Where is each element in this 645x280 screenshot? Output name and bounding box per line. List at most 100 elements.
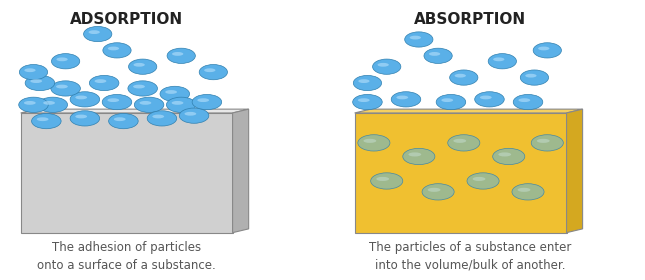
Ellipse shape	[43, 101, 55, 105]
Ellipse shape	[38, 97, 68, 112]
Ellipse shape	[453, 139, 466, 143]
Ellipse shape	[392, 92, 421, 107]
Ellipse shape	[172, 101, 183, 105]
Ellipse shape	[70, 92, 99, 107]
Ellipse shape	[467, 173, 499, 189]
Ellipse shape	[134, 97, 164, 112]
Ellipse shape	[422, 184, 454, 200]
Ellipse shape	[19, 97, 48, 112]
Ellipse shape	[424, 48, 452, 64]
Text: ADSORPTION: ADSORPTION	[70, 12, 183, 27]
Ellipse shape	[358, 79, 370, 83]
Ellipse shape	[404, 32, 433, 47]
Ellipse shape	[533, 43, 561, 58]
Ellipse shape	[397, 95, 408, 99]
Ellipse shape	[537, 139, 550, 143]
Ellipse shape	[95, 79, 106, 83]
Ellipse shape	[147, 111, 177, 126]
Ellipse shape	[128, 81, 157, 96]
Ellipse shape	[102, 94, 132, 110]
Ellipse shape	[114, 117, 126, 121]
Ellipse shape	[499, 152, 511, 157]
Ellipse shape	[134, 63, 144, 67]
Ellipse shape	[353, 75, 382, 91]
Ellipse shape	[473, 177, 486, 181]
Ellipse shape	[377, 63, 389, 67]
Ellipse shape	[408, 152, 421, 157]
Ellipse shape	[363, 139, 376, 143]
Ellipse shape	[167, 48, 195, 64]
Ellipse shape	[450, 70, 478, 85]
Ellipse shape	[84, 26, 112, 42]
Polygon shape	[355, 113, 566, 233]
Ellipse shape	[56, 85, 68, 88]
Ellipse shape	[19, 64, 48, 80]
Text: The adhesion of particles
onto a surface of a substance.: The adhesion of particles onto a surface…	[37, 241, 216, 272]
Ellipse shape	[371, 173, 402, 189]
Text: ABSORPTION: ABSORPTION	[414, 12, 526, 27]
Ellipse shape	[376, 177, 389, 181]
Ellipse shape	[107, 98, 119, 102]
Polygon shape	[21, 109, 248, 113]
Ellipse shape	[75, 95, 87, 99]
Ellipse shape	[538, 46, 550, 50]
Ellipse shape	[525, 74, 537, 78]
Ellipse shape	[436, 94, 466, 110]
Ellipse shape	[103, 43, 131, 58]
Ellipse shape	[108, 46, 119, 50]
Ellipse shape	[358, 98, 370, 102]
Ellipse shape	[25, 75, 55, 91]
Ellipse shape	[455, 74, 466, 78]
Polygon shape	[233, 109, 248, 233]
Ellipse shape	[90, 75, 119, 91]
Polygon shape	[566, 109, 582, 233]
Ellipse shape	[410, 36, 421, 39]
Ellipse shape	[32, 113, 61, 129]
Ellipse shape	[197, 98, 209, 102]
Polygon shape	[355, 109, 582, 113]
Ellipse shape	[184, 112, 196, 116]
Ellipse shape	[75, 115, 87, 118]
Ellipse shape	[513, 94, 543, 110]
Ellipse shape	[30, 79, 42, 83]
Ellipse shape	[475, 92, 504, 107]
Ellipse shape	[152, 115, 164, 118]
Ellipse shape	[70, 111, 99, 126]
Ellipse shape	[88, 30, 100, 34]
Ellipse shape	[519, 98, 530, 102]
Ellipse shape	[480, 95, 491, 99]
Ellipse shape	[192, 94, 222, 110]
Text: The particles of a substance enter
into the volume/bulk of another.: The particles of a substance enter into …	[369, 241, 571, 272]
Ellipse shape	[488, 54, 517, 69]
Ellipse shape	[429, 52, 441, 56]
Ellipse shape	[521, 70, 548, 85]
Polygon shape	[21, 113, 233, 233]
Ellipse shape	[108, 113, 138, 129]
Ellipse shape	[358, 135, 390, 151]
Ellipse shape	[441, 98, 453, 102]
Ellipse shape	[133, 85, 145, 88]
Ellipse shape	[353, 94, 382, 110]
Ellipse shape	[512, 184, 544, 200]
Ellipse shape	[24, 101, 35, 105]
Ellipse shape	[531, 135, 563, 151]
Ellipse shape	[51, 81, 81, 96]
Ellipse shape	[402, 148, 435, 165]
Ellipse shape	[52, 54, 80, 69]
Ellipse shape	[493, 148, 525, 165]
Ellipse shape	[373, 59, 401, 74]
Ellipse shape	[428, 188, 441, 192]
Ellipse shape	[179, 108, 209, 123]
Ellipse shape	[448, 135, 480, 151]
Ellipse shape	[517, 188, 530, 192]
Ellipse shape	[199, 64, 228, 80]
Ellipse shape	[160, 86, 190, 102]
Ellipse shape	[37, 117, 48, 121]
Ellipse shape	[25, 68, 35, 72]
Ellipse shape	[166, 97, 196, 112]
Ellipse shape	[56, 57, 68, 61]
Ellipse shape	[139, 101, 152, 105]
Ellipse shape	[128, 59, 157, 74]
Ellipse shape	[204, 68, 215, 72]
Ellipse shape	[172, 52, 183, 56]
